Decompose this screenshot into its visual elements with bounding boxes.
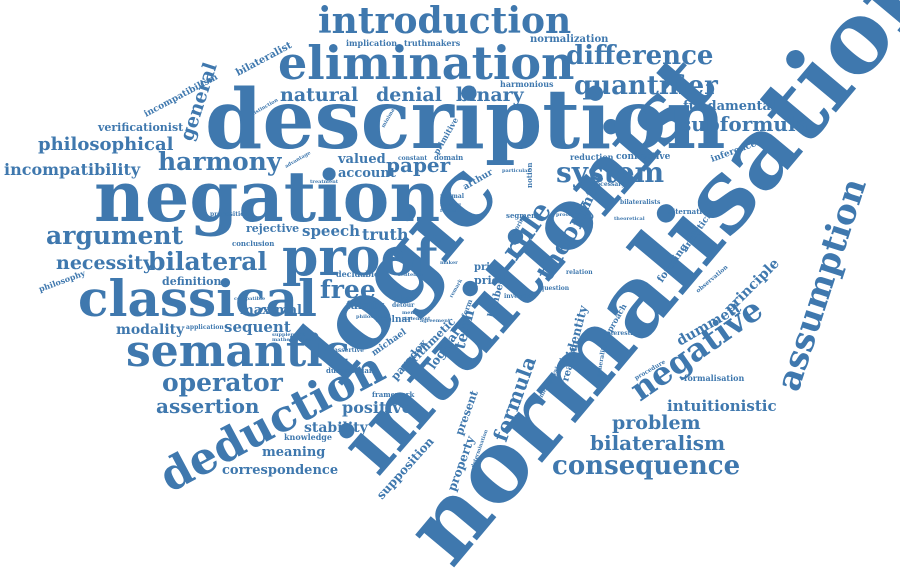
word-harmony: harmony: [158, 147, 283, 176]
word-consequence: consequence: [552, 451, 740, 481]
word-difference: difference: [566, 41, 713, 71]
word-forms: forms: [440, 208, 456, 214]
word-domain: domain: [434, 153, 463, 162]
word-making: making: [440, 202, 462, 208]
word-molnar: molnar: [376, 315, 412, 325]
word-free: free: [320, 275, 376, 304]
word-sequent: sequent: [224, 318, 291, 336]
word-inversion: inversion: [504, 293, 536, 300]
word-constant: constant: [398, 155, 427, 162]
word-incompatibility: incompatibility: [4, 160, 141, 179]
word-system: system: [556, 156, 664, 189]
word-implication: implication: [346, 38, 397, 48]
word-treatment: treatment: [310, 179, 339, 185]
word-operator: operator: [162, 368, 284, 397]
word-proofs: proofs: [556, 212, 574, 218]
word-framework: framework: [372, 390, 414, 399]
word-sentence: sentence: [398, 272, 423, 278]
word-assertive: assertive: [334, 347, 364, 354]
word-philosophical: philosophical: [38, 134, 174, 155]
word-normal: normal: [440, 193, 465, 200]
word-price: price: [474, 262, 503, 273]
word-account: account: [338, 166, 396, 181]
word-segment: segment: [506, 211, 540, 220]
word-introduction: introduction: [318, 0, 571, 42]
word-binary: binary: [456, 84, 525, 106]
word-negation: negation: [94, 155, 440, 238]
word-assertion: assertion: [156, 394, 260, 418]
word-bilateralists: bilateralists: [620, 199, 661, 206]
word-maker: maker: [440, 260, 458, 266]
word-intuitionistic: intuitionistic: [667, 397, 777, 415]
word-necessity: necessity: [56, 252, 155, 274]
word-compatible: compatible: [234, 296, 265, 302]
word-nelson: nelson: [392, 295, 415, 302]
word-stability: stability: [304, 420, 369, 436]
word-knowledge: knowledge: [284, 432, 332, 442]
word-relation: relation: [566, 269, 593, 276]
word-meaning: meaning: [262, 445, 325, 460]
word-natural: natural: [280, 84, 358, 106]
word-positive: positive: [342, 398, 412, 417]
word-denial: denial: [376, 84, 442, 106]
word-member: member: [402, 310, 425, 316]
word-theoretical: theoretical: [614, 216, 645, 222]
word-proof: proof: [282, 227, 441, 288]
word-connective: connective: [616, 152, 671, 162]
word-bilateralism: bilateralism: [590, 431, 725, 455]
word-mathematical: mathematical: [272, 337, 311, 343]
word-rejective: rejective: [246, 222, 299, 235]
word-interesting: interesting: [604, 330, 642, 337]
word-necessary: necessary: [592, 181, 625, 188]
word-alternative: alternative: [668, 207, 711, 216]
word-description: description: [205, 72, 726, 168]
word-classical: classical: [78, 269, 317, 328]
word-correspondence: correspondence: [222, 463, 338, 478]
word-semantic: semantic: [126, 326, 350, 377]
word-question: question: [540, 285, 570, 292]
word-proposition: proposition: [210, 211, 249, 218]
word-application: application: [186, 324, 224, 331]
word-definition: definition: [162, 275, 221, 288]
word-decidable: decidable: [336, 269, 379, 279]
word-harmonious: harmonious: [500, 79, 554, 89]
word-quantifier: quantifier: [574, 71, 718, 101]
word-verificationist: verificationist: [97, 121, 184, 134]
word-argument: argument: [46, 221, 184, 250]
word-fundamental: fundamental: [683, 99, 776, 114]
word-problem: problem: [612, 412, 701, 434]
word-modality: modality: [116, 322, 185, 338]
word-subformula: subformula: [680, 112, 809, 136]
word-paper: paper: [386, 153, 451, 177]
word-elimination: elimination: [278, 36, 574, 90]
word-philosopher: philosopher: [356, 314, 390, 320]
word-truthmakers: truthmakers: [404, 38, 461, 48]
word-speech: speech: [302, 222, 360, 240]
word-truth: truth: [362, 225, 409, 244]
word-dummettian: dummettian: [326, 366, 374, 375]
word-conclusion: conclusion: [232, 239, 274, 248]
word-agreement: agreement: [420, 318, 451, 324]
word-prior: prior: [474, 274, 505, 287]
word-reduction: reduction: [570, 152, 614, 162]
word-valued: valued: [337, 152, 386, 167]
word-normalization: normalization: [530, 34, 609, 45]
word-supplement: supplement: [272, 332, 306, 338]
word-formalisation: formalisation: [684, 373, 744, 383]
word-statement: statement: [402, 316, 431, 322]
word-notion: notion: [525, 163, 534, 188]
word-bilateral: bilateral: [148, 247, 267, 276]
word-falsity: falsity: [346, 299, 384, 312]
word-maximal: maximal: [240, 303, 302, 318]
word-detour: detour: [392, 302, 415, 309]
word-particular: particular: [502, 168, 530, 174]
